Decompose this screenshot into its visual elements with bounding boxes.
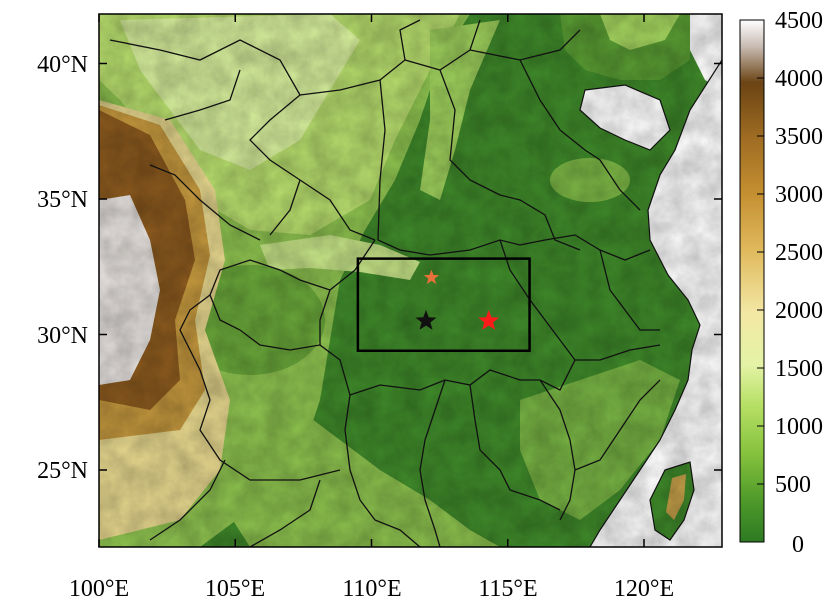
- colorbar: 4500 4000 3500 3000 2500 2000 1500 1000 …: [739, 8, 823, 558]
- y-axis-labels: 25°N 30°N 35°N 40°N: [37, 52, 88, 484]
- colorbar-tick-label: 0: [792, 532, 804, 558]
- colorbar-tick-label: 1000: [775, 414, 823, 440]
- colorbar-tick-label: 2000: [775, 298, 823, 324]
- colorbar-labels: 4500 4000 3500 3000 2500 2000 1500 1000 …: [775, 8, 823, 558]
- terrain-texture: [99, 14, 722, 547]
- colorbar-tick-label: 4000: [775, 66, 823, 92]
- x-tick-label: 100°E: [69, 576, 129, 602]
- x-tick-label: 110°E: [342, 576, 401, 602]
- colorbar-tick-label: 2500: [775, 240, 823, 266]
- x-tick-label: 105°E: [205, 576, 265, 602]
- colorbar-tick-label: 4500: [775, 8, 823, 34]
- colorbar-tick-label: 3000: [775, 182, 823, 208]
- orange-star-marker: [423, 269, 440, 285]
- axis-ticks: [98, 14, 722, 547]
- site-markers: [415, 269, 500, 330]
- red-star-marker: [478, 309, 500, 330]
- black-star-marker: [415, 309, 437, 330]
- coastline: [579, 59, 722, 547]
- x-axis-labels: 100°E 105°E 110°E 115°E 120°E: [69, 576, 674, 602]
- y-tick-label: 25°N: [37, 458, 88, 484]
- colorbar-tick-label: 500: [775, 472, 811, 498]
- y-tick-label: 35°N: [37, 187, 88, 213]
- colorbar-tick-label: 1500: [775, 356, 823, 382]
- y-tick-label: 40°N: [37, 52, 88, 78]
- x-tick-label: 115°E: [478, 576, 537, 602]
- province-boundaries: [109, 19, 661, 547]
- colorbar-gradient: [739, 19, 765, 543]
- x-tick-label: 120°E: [614, 576, 674, 602]
- colorbar-tick-label: 3500: [775, 124, 823, 150]
- map-frame: [98, 13, 723, 548]
- colorbar-ticks: [757, 19, 764, 543]
- map-area: [99, 14, 722, 547]
- y-tick-label: 30°N: [37, 323, 88, 349]
- study-area-box: [356, 257, 531, 353]
